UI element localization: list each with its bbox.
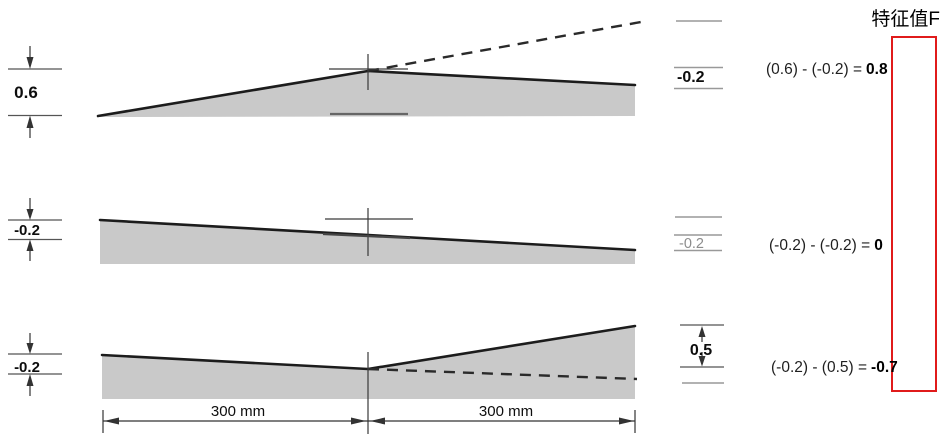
span-label-right: 300 mm	[478, 403, 534, 420]
left-dim-value-middle: -0.2	[14, 222, 40, 239]
page-title: 特征值F	[871, 9, 940, 30]
left-dim-bottom	[8, 333, 62, 396]
equation-lhs: (0.6) - (-0.2) =	[766, 61, 863, 78]
result-highlight-box	[891, 36, 937, 392]
equation-row-bottom: (-0.2) - (0.5) = -0.7	[771, 359, 898, 377]
left-dim-top	[8, 46, 62, 138]
left-dim-value-top: 0.6	[14, 83, 38, 102]
span-label-left: 300 mm	[210, 403, 266, 420]
arrow-down-icon	[26, 209, 34, 220]
right-level-value-top: -0.2	[677, 69, 705, 86]
profile-bottom-dashed-extension	[367, 367, 638, 381]
equation-result: 0.8	[866, 61, 888, 78]
equation-result: 0	[874, 237, 883, 254]
arrow-up-icon	[698, 326, 706, 337]
arrow-down-icon	[26, 57, 34, 69]
arrow-up-icon	[26, 374, 34, 386]
right-level-bottom	[680, 324, 724, 384]
equation-result: -0.7	[871, 359, 898, 376]
equation-lhs: (-0.2) - (0.5) =	[771, 359, 868, 376]
arrow-up-icon	[26, 115, 34, 128]
equation-lhs: (-0.2) - (-0.2) =	[769, 237, 871, 254]
right-level-middle	[674, 216, 722, 252]
right-level-value-middle: -0.2	[679, 236, 704, 252]
profile-middle	[98, 208, 637, 264]
right-level-value-bottom: 0.5	[689, 342, 713, 359]
profile-middle-reference-segment	[322, 232, 411, 240]
left-dim-middle	[8, 198, 62, 261]
right-level-top	[674, 20, 723, 90]
equation-row-middle: (-0.2) - (-0.2) = 0	[769, 237, 883, 255]
profile-top	[96, 20, 642, 118]
arrow-left-icon	[104, 417, 119, 425]
left-dim-value-bottom: -0.2	[14, 359, 40, 376]
equation-row-top: (0.6) - (-0.2) = 0.8	[766, 61, 888, 79]
profile-top-fill	[98, 71, 635, 117]
arrow-right-icon	[351, 417, 366, 425]
bottom-dimension	[102, 410, 636, 433]
arrow-down-icon	[26, 343, 34, 354]
profile-bottom	[100, 324, 638, 434]
arrow-up-icon	[26, 239, 34, 251]
arrow-down-icon	[698, 356, 706, 367]
profile-top-dashed-extension	[367, 20, 642, 73]
arrow-right-icon	[619, 417, 634, 425]
profile-bottom-fill	[102, 326, 635, 399]
arrow-left-icon	[370, 417, 385, 425]
